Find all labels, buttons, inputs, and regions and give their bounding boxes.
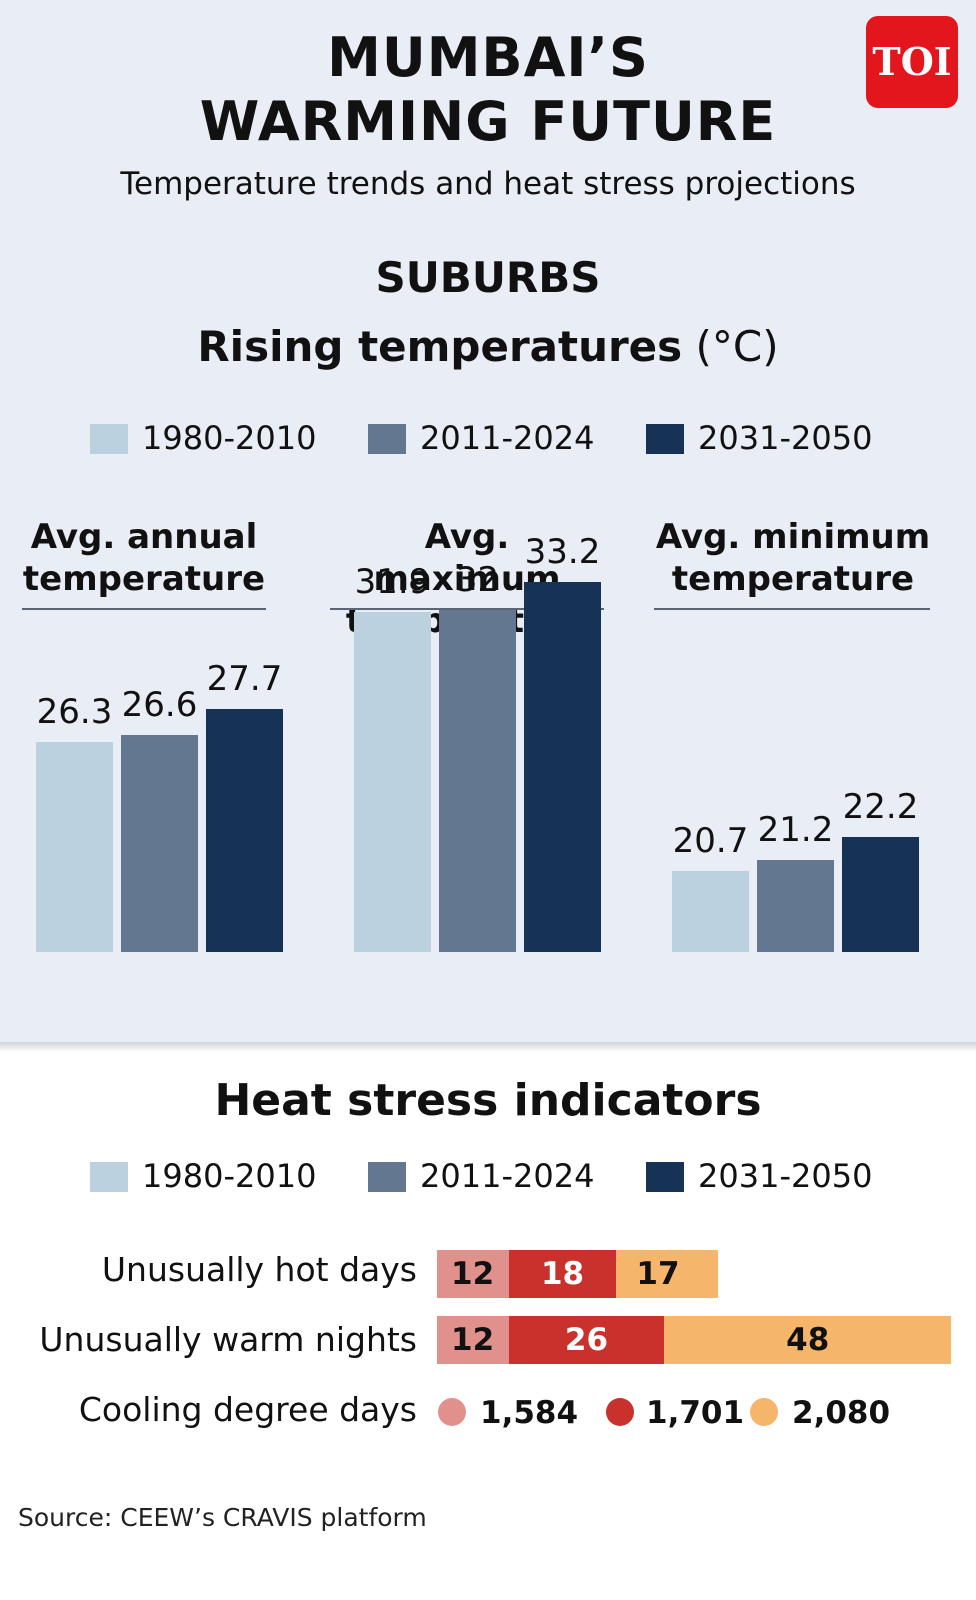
cdd-dot-2031-2050 — [750, 1398, 778, 1426]
group-title-line-2: temperature — [671, 559, 915, 599]
stack-segment-label: 26 — [564, 1322, 609, 1358]
bar-value-label: 26.3 — [36, 691, 113, 732]
cdd-value-1980-2010: 1,584 — [480, 1395, 579, 1431]
row-label-hot-days: Unusually hot days — [101, 1250, 417, 1289]
group-title-line-2: temperature — [22, 559, 266, 599]
legend-swatch — [646, 424, 684, 454]
heat-legend: 1980-2010 2011-2024 2031-2050 — [0, 1156, 976, 1196]
bar — [206, 709, 283, 952]
group-rule — [654, 608, 930, 610]
group-title-line-1: Avg. minimum — [655, 517, 931, 557]
toi-logo: TOI — [866, 16, 958, 108]
cdd-value-2011-2024: 1,701 — [646, 1395, 745, 1431]
legend-swatch — [90, 1162, 128, 1192]
group-title-annual: Avg. annual temperature — [20, 516, 268, 600]
bar-value-label: 26.6 — [121, 684, 198, 725]
section-title: SUBURBS — [375, 253, 601, 302]
stack-segment: 26 — [508, 1316, 665, 1364]
stack-segment: 17 — [616, 1250, 719, 1298]
bar — [36, 741, 113, 952]
stack-segment-label: 48 — [786, 1322, 830, 1358]
bar — [121, 734, 198, 952]
subtitle: Temperature trends and heat stress proje… — [120, 166, 856, 202]
group-title-line-1: Avg. annual — [30, 517, 258, 557]
stack-segment-label: 12 — [451, 1322, 495, 1358]
main-title: MUMBAI’S WARMING FUTURE — [0, 26, 976, 154]
bar-value-label: 21.2 — [757, 809, 834, 850]
legend-swatch — [368, 1162, 406, 1192]
legend-swatch — [646, 1162, 684, 1192]
stack-segment: 48 — [664, 1316, 952, 1364]
cdd-dot-1980-2010 — [438, 1398, 466, 1426]
bar — [757, 859, 834, 952]
chart-title: Rising temperatures (°C) — [0, 322, 976, 371]
row-label-cooling-degree-days: Cooling degree days — [78, 1390, 417, 1429]
stack-segment: 12 — [437, 1316, 509, 1364]
bar — [354, 612, 431, 952]
cdd-value-2031-2050: 2,080 — [792, 1395, 891, 1431]
bar-chart: 26.3 26.6 27.7 31.9 32 33.2 20.7 21.2 22.2 — [36, 532, 919, 952]
stack-segment: 18 — [508, 1250, 617, 1298]
stack-segment-label: 18 — [540, 1256, 585, 1292]
heat-stress-title: Heat stress indicators — [214, 1075, 762, 1126]
cdd-dot-2011-2024 — [606, 1398, 634, 1426]
bar-value-label: 27.7 — [206, 659, 283, 700]
legend-label: 2031-2050 — [698, 1157, 873, 1195]
group-rule — [22, 608, 266, 610]
legend-swatch — [90, 424, 128, 454]
bar-value-label: 31.9 — [354, 562, 431, 603]
legend-label: 1980-2010 — [142, 1157, 317, 1195]
legend-label: 2011-2024 — [420, 1157, 595, 1195]
legend-label: 1980-2010 — [142, 419, 317, 457]
title-line-2: WARMING FUTURE — [199, 90, 777, 153]
bar — [524, 582, 601, 952]
group-rule — [330, 608, 604, 610]
chart-title-unit: (°C) — [695, 322, 779, 371]
source-note: Source: CEEW’s CRAVIS platform — [18, 1503, 427, 1532]
legend-swatch — [368, 424, 406, 454]
stack-segment-label: 17 — [636, 1256, 680, 1292]
bar — [439, 610, 516, 952]
bar-value-label: 32 — [455, 560, 500, 601]
bar-value-label: 22.2 — [842, 786, 919, 827]
chart-title-main: Rising temperatures — [197, 322, 683, 371]
bar-value-label: 20.7 — [672, 821, 749, 862]
legend-label: 2031-2050 — [698, 419, 873, 457]
stack-segment: 12 — [437, 1250, 509, 1298]
group-title-minimum: Avg. minimum temperature — [654, 516, 932, 600]
stack-segment-label: 12 — [451, 1256, 495, 1292]
bar — [842, 836, 919, 952]
bar-value-label: 33.2 — [524, 532, 601, 573]
row-label-warm-nights: Unusually warm nights — [39, 1320, 417, 1359]
chart-legend: 1980-2010 2011-2024 2031-2050 — [0, 418, 976, 458]
panel-divider — [0, 1042, 976, 1052]
bar — [672, 871, 749, 952]
title-line-1: MUMBAI’S — [327, 26, 649, 89]
legend-label: 2011-2024 — [420, 419, 595, 457]
